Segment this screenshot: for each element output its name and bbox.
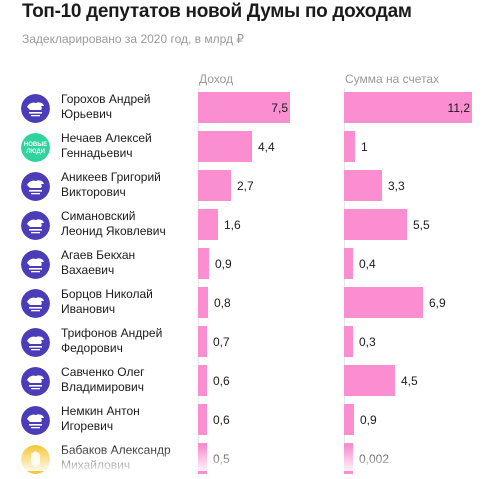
ldpr-logo [21,445,50,474]
deputy-name-line: Бабаков Александр [61,443,171,457]
income-bar [198,92,290,123]
deputy-name-line: Иванович [61,302,116,316]
income-bar [198,443,207,474]
united-russia-logo [21,250,50,279]
income-value-label: 2,7 [237,179,254,193]
accounts-axis-line [344,88,345,471]
deputy-name-line: Агаев Бекхан [61,248,136,262]
column-header-income: Доход [199,72,234,86]
deputy-name-line: Симановский [61,209,136,223]
accounts-bar [344,326,353,357]
deputy-name: Савченко Олег Владимирович [61,365,193,395]
chart-row: Борцов Николай Иванович 0,8 6,9 [0,284,500,323]
income-bar [198,365,207,396]
united-russia-logo [21,289,50,318]
accounts-bar [344,92,472,123]
chart-row: Бабаков Александр Михайлович 0,5 0,002 [0,440,500,479]
united-russia-logo [21,211,50,240]
deputy-name: Борцов Николай Иванович [61,287,193,317]
deputy-name-line: Игоревич [61,419,114,433]
column-header-accounts: Сумма на счетах [345,72,440,86]
accounts-value-label: 0,002 [359,452,390,466]
accounts-bar [344,209,407,240]
accounts-value-label: 0,9 [360,413,377,427]
income-bar [198,404,207,435]
chart-subtitle: Задекларировано за 2020 год, в млрд ₽ [22,32,244,46]
new-people-logo: НОВЫЕ ЛЮДИ [21,133,50,162]
chart-row: Горохов Андрей Юрьевич 7,5 11,2 [0,89,500,128]
accounts-bar [344,248,353,279]
deputy-name: Бабаков Александр Михайлович [61,443,193,473]
accounts-value-label: 4,5 [401,374,418,388]
united-russia-logo [21,94,50,123]
income-value-label: 0,6 [213,413,230,427]
chart-row: Агаев Бекхан Вахаевич 0,9 0,4 [0,245,500,284]
united-russia-logo [21,172,50,201]
deputy-name: Трифонов Андрей Федорович [61,326,193,356]
accounts-value-label: 0,3 [359,335,376,349]
accounts-value-label: 5,5 [413,218,430,232]
income-value-label: 1,6 [224,218,241,232]
chart-row: Симановский Леонид Яковлевич 1,6 5,5 [0,206,500,245]
united-russia-logo [21,328,50,357]
accounts-value-label: 1 [361,140,368,154]
chart-row: Савченко Олег Владимирович 0,6 4,5 [0,362,500,401]
income-axis-line [198,88,199,471]
deputy-name-line: Борцов Николай [61,287,153,301]
income-value-label: 0,5 [213,452,230,466]
accounts-value-label: 3,3 [388,179,405,193]
deputy-name-line: Вахаевич [61,263,115,277]
deputy-name-line: Владимирович [61,380,145,394]
income-bar [198,170,231,201]
deputy-name-line: Аникеев Григорий [61,170,161,184]
deputy-name-line: Немкин Антон [61,404,140,418]
chart-row: Трифонов Андрей Федорович 0,7 0,3 [0,323,500,362]
income-bar [198,209,218,240]
deputy-name-line: Леонид Яковлевич [61,224,166,238]
income-value-label: 0,6 [213,374,230,388]
deputy-name-line: Савченко Олег [61,365,145,379]
deputy-name-line: Горохов Андрей [61,92,151,106]
deputy-name: Нечаев Алексей Геннадьевич [61,131,193,161]
income-bar [198,248,209,279]
chart-title: Топ-10 депутатов новой Думы по доходам [22,1,412,22]
deputy-name-line: Федорович [61,341,123,355]
income-bar [198,287,208,318]
accounts-value-label: 11,2 [447,101,470,115]
income-value-label: 0,8 [214,296,231,310]
deputy-name-line: Юрьевич [61,107,113,121]
accounts-bar [344,365,395,396]
united-russia-logo [21,367,50,396]
deputy-name: Горохов Андрей Юрьевич [61,92,193,122]
accounts-bar [344,404,354,435]
deputy-name-line: Геннадьевич [61,146,133,160]
chart-row: Немкин Антон Игоревич 0,6 0,9 [0,401,500,440]
united-russia-logo [21,406,50,435]
accounts-bar [344,170,382,201]
svg-text:НОВЫЕ: НОВЫЕ [24,142,47,148]
income-bar [198,131,252,162]
accounts-value-label: 0,4 [359,257,376,271]
deputy-name: Агаев Бекхан Вахаевич [61,248,193,278]
income-value-label: 0,7 [213,335,230,349]
deputy-name-line: Трифонов Андрей [61,326,163,340]
chart-row: Аникеев Григорий Викторович 2,7 3,3 [0,167,500,206]
accounts-bar [344,443,353,474]
accounts-bar [344,287,423,318]
deputy-name: Симановский Леонид Яковлевич [61,209,193,239]
income-value-label: 7,5 [271,101,288,115]
svg-text:ЛЮДИ: ЛЮДИ [26,149,45,155]
deputy-name-line: Нечаев Алексей [61,131,152,145]
deputy-name: Немкин Антон Игоревич [61,404,193,434]
income-value-label: 4,4 [258,140,275,154]
deputy-name-line: Викторович [61,185,126,199]
chart-row: НОВЫЕ ЛЮДИ Нечаев Алексей Геннадьевич 4,4 1 [0,128,500,167]
accounts-value-label: 6,9 [429,296,446,310]
income-bar [198,326,207,357]
accounts-bar [344,131,355,162]
deputy-name: Аникеев Григорий Викторович [61,170,193,200]
income-value-label: 0,9 [215,257,232,271]
